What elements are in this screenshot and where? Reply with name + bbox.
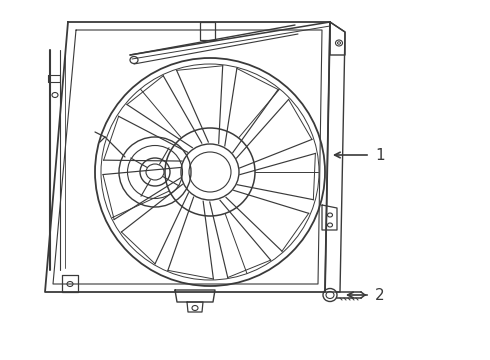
Text: 2: 2: [375, 288, 385, 302]
Ellipse shape: [146, 164, 164, 180]
Text: 1: 1: [375, 148, 385, 162]
Ellipse shape: [181, 144, 239, 200]
